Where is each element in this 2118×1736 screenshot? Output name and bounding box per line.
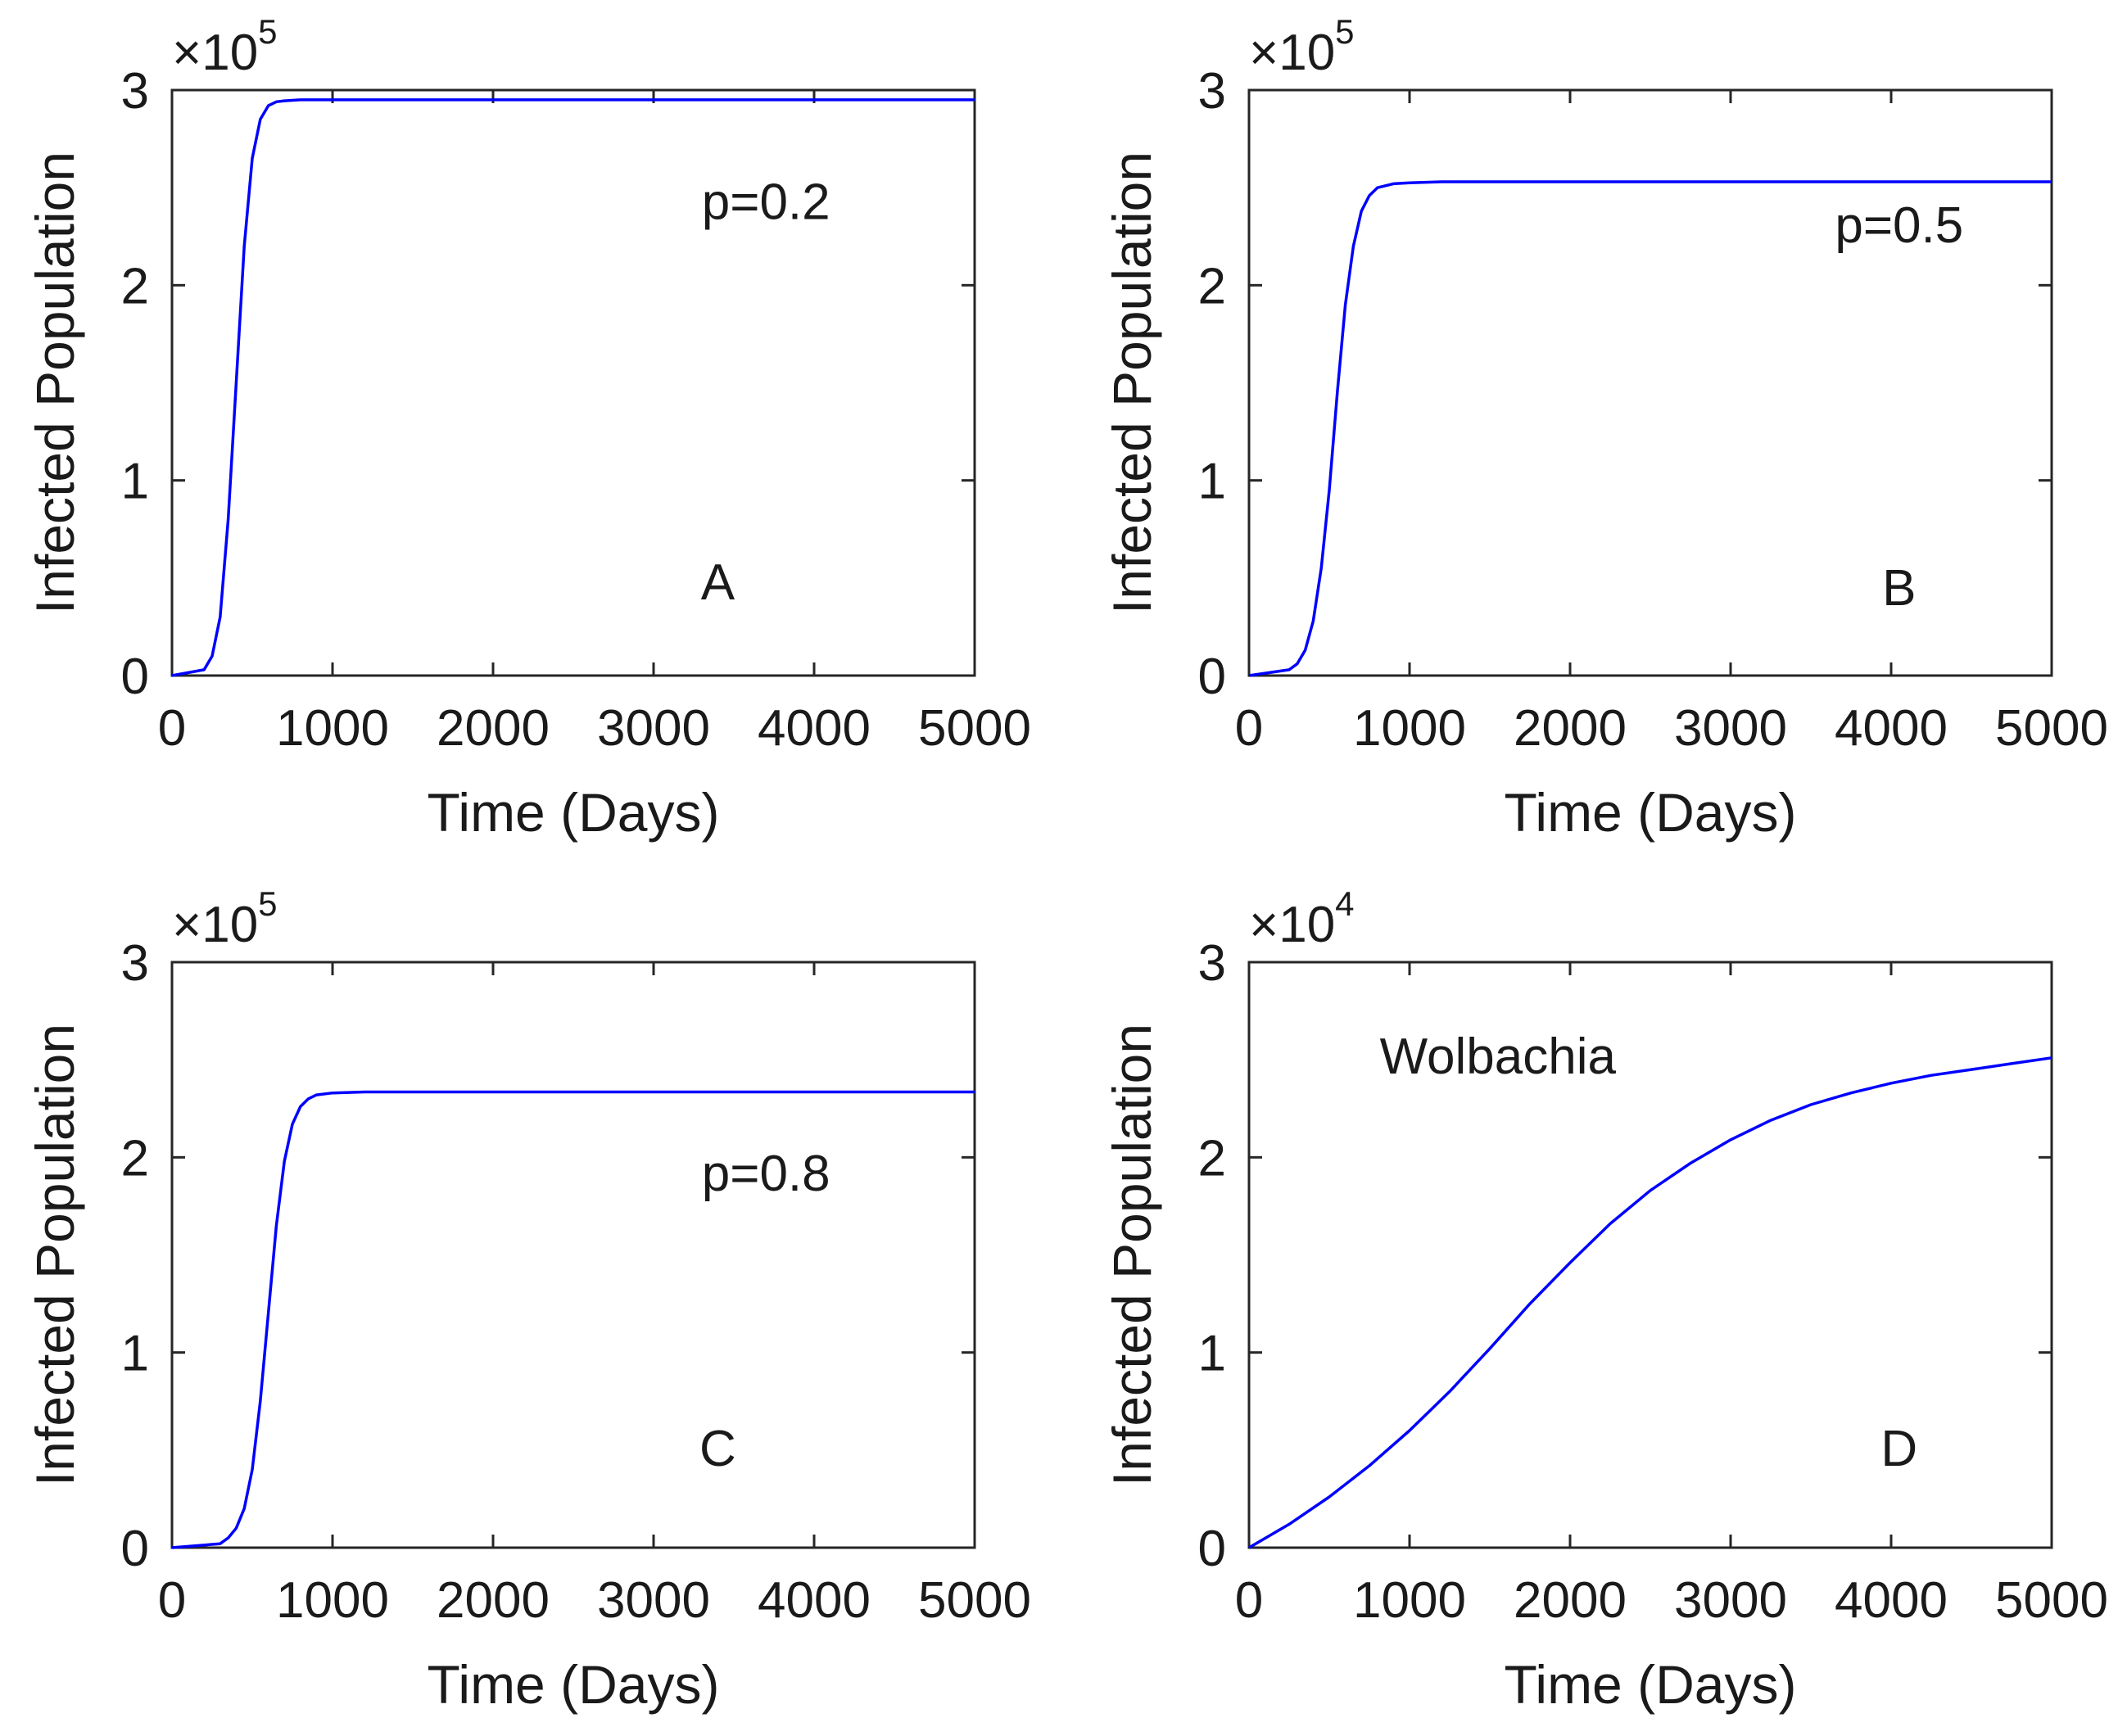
chart-b-xtick-label: 4000 <box>1835 700 1948 757</box>
chart-c-y-axis-title: Infected Population <box>25 1024 85 1486</box>
chart-b-annotation: B <box>1882 560 1916 617</box>
chart-d-xtick-label: 5000 <box>1995 1572 2108 1629</box>
chart-d-ytick-label: 0 <box>1198 1521 1226 1577</box>
chart-c-multiplier-exponent: 5 <box>258 884 277 923</box>
chart-c-xtick-label: 1000 <box>276 1572 389 1629</box>
chart-d-xtick-label: 2000 <box>1514 1572 1627 1629</box>
chart-b-axis-box <box>1247 88 2053 677</box>
chart-c-ytick-label: 0 <box>121 1521 149 1577</box>
chart-a-annotation: A <box>701 554 735 611</box>
chart-b-multiplier: ×105 <box>1249 12 1355 81</box>
chart-c-xtick-label: 2000 <box>437 1572 550 1629</box>
chart-b-xtick-label: 3000 <box>1674 700 1787 757</box>
chart-b-xtick-label: 5000 <box>1995 700 2108 757</box>
chart-a-annotation: p=0.2 <box>702 174 830 230</box>
chart-c-ytick-label: 1 <box>121 1326 149 1382</box>
chart-d-ytick-label: 1 <box>1198 1326 1226 1382</box>
chart-b-ytick-label: 3 <box>1198 63 1226 120</box>
chart-a-ytick-label: 0 <box>121 649 149 705</box>
chart-c-annotation: p=0.8 <box>702 1146 830 1202</box>
chart-a-multiplier: ×105 <box>172 12 278 81</box>
chart-c-multiplier: ×105 <box>172 884 278 953</box>
chart-b-multiplier-exponent: 5 <box>1335 12 1354 51</box>
chart-a-multiplier-base: ×10 <box>172 25 258 81</box>
chart-a-xtick-label: 2000 <box>437 700 550 757</box>
chart-c-x-axis-title: Time (Days) <box>428 1654 720 1715</box>
chart-b-ytick-label: 2 <box>1198 258 1226 314</box>
chart-a-ytick-label: 3 <box>121 63 149 120</box>
chart-a-xtick-label: 3000 <box>597 700 710 757</box>
chart-a-axis-box <box>170 88 976 677</box>
chart-c-series-line <box>171 1090 975 1549</box>
chart-a-xtick-label: 1000 <box>276 700 389 757</box>
chart-b-series-line <box>1248 180 2052 677</box>
chart-a-ytick-label: 1 <box>121 454 149 510</box>
chart-c-axis-box <box>170 961 976 1549</box>
chart-c-xtick-label: 5000 <box>918 1572 1031 1629</box>
chart-c-ytick-label: 2 <box>121 1130 149 1187</box>
chart-c-xtick-label: 4000 <box>758 1572 871 1629</box>
chart-c-xtick-label: 0 <box>158 1572 186 1629</box>
chart-b-ytick-label: 1 <box>1198 454 1226 510</box>
chart-b-panel: 0 1000 2000 3000 4000 5000 0 1 2 3 Time (Days) Infe… <box>1102 12 2108 843</box>
chart-b-xtick-label: 0 <box>1235 700 1263 757</box>
chart-a-xtick-label: 0 <box>158 700 186 757</box>
chart-d-ytick-label: 2 <box>1198 1130 1226 1187</box>
chart-d-series-line <box>1248 1056 2052 1549</box>
chart-d-xtick-label: 4000 <box>1835 1572 1948 1629</box>
chart-b-xtick-label: 1000 <box>1353 700 1466 757</box>
chart-c-ytick-label: 3 <box>121 935 149 992</box>
chart-a-ytick-label: 2 <box>121 258 149 314</box>
chart-a-xtick-label: 5000 <box>918 700 1031 757</box>
chart-b-ytick-label: 0 <box>1198 649 1226 705</box>
chart-c-panel: 0 1000 2000 3000 4000 5000 0 1 2 3 Time (Days) Infe… <box>25 884 1031 1715</box>
chart-a-xtick-label: 4000 <box>758 700 871 757</box>
chart-d-y-axis-title: Infected Population <box>1102 1024 1162 1486</box>
chart-d-xtick-label: 0 <box>1235 1572 1263 1629</box>
chart-d-axis-box <box>1247 961 2053 1549</box>
chart-d-xtick-label: 1000 <box>1353 1572 1466 1629</box>
chart-d-multiplier: ×104 <box>1249 884 1355 953</box>
chart-b-xtick-label: 2000 <box>1514 700 1627 757</box>
chart-d-multiplier-base: ×10 <box>1249 897 1335 953</box>
chart-a-y-axis-title: Infected Population <box>25 151 85 614</box>
chart-a-panel: 0 1000 2000 3000 4000 5000 0 1 2 3 Time (Days) Infe… <box>25 12 1031 843</box>
chart-c-annotation: C <box>699 1421 736 1477</box>
chart-d-annotation: D <box>1880 1421 1917 1477</box>
chart-b-x-axis-title: Time (Days) <box>1505 782 1797 843</box>
chart-d-xtick-label: 3000 <box>1674 1572 1787 1629</box>
chart-b-multiplier-base: ×10 <box>1249 25 1335 81</box>
chart-d-annotation: Wolbachia <box>1380 1028 1617 1085</box>
chart-d-multiplier-exponent: 4 <box>1335 884 1354 923</box>
chart-a-multiplier-exponent: 5 <box>258 12 277 51</box>
chart-b-annotation: p=0.5 <box>1835 197 1963 254</box>
chart-d-ytick-label: 3 <box>1198 935 1226 992</box>
chart-d-panel: 0 1000 2000 3000 4000 5000 0 1 2 3 Time (Days) Infe… <box>1102 884 2108 1715</box>
chart-a-x-axis-title: Time (Days) <box>428 782 720 843</box>
chart-a-series-line <box>171 98 975 677</box>
chart-c-xtick-label: 3000 <box>597 1572 710 1629</box>
chart-b-y-axis-title: Infected Population <box>1102 151 1162 614</box>
chart-c-multiplier-base: ×10 <box>172 897 258 953</box>
chart-d-x-axis-title: Time (Days) <box>1505 1654 1797 1715</box>
